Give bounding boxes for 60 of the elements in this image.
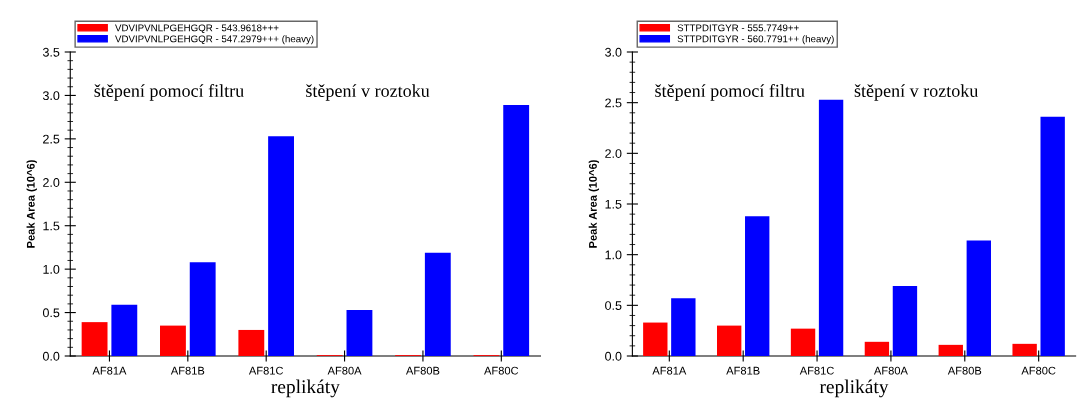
y-tick-label: 0.5 — [605, 301, 622, 310]
bar — [268, 136, 294, 356]
bar — [892, 286, 918, 356]
x-tick-label: AF80B — [405, 366, 440, 375]
x-tick-label: AF80A — [327, 366, 362, 375]
bar — [966, 240, 991, 356]
y-tick-label: 1.0 — [605, 250, 622, 260]
x-tick-label: AF80A — [873, 366, 908, 375]
y-tick-label: 0.5 — [42, 308, 60, 318]
bar — [424, 252, 451, 356]
bar — [1012, 343, 1037, 356]
bar — [1040, 116, 1065, 356]
annotation: štěpení pomocí filtru — [655, 84, 805, 101]
bar — [160, 325, 186, 356]
x-axis-title: replikáty — [271, 379, 340, 398]
x-tick-label: AF81C — [799, 366, 834, 375]
x-tick-label: AF81A — [92, 366, 127, 375]
bar — [81, 322, 108, 356]
x-tick-label: AF80C — [484, 366, 519, 375]
bar — [238, 329, 265, 356]
bar — [189, 262, 216, 356]
x-tick-label: AF81A — [652, 366, 687, 375]
legend-label: STTPDITGYR - 555.7749++ — [677, 24, 799, 32]
annotation: štěpení v roztoku — [306, 84, 430, 101]
bar — [111, 304, 138, 356]
bar — [745, 216, 770, 356]
x-tick-label: AF80C — [1021, 366, 1056, 375]
bar — [818, 99, 844, 356]
y-tick-label: 2.5 — [43, 134, 60, 144]
bar — [346, 309, 373, 356]
bar — [503, 104, 530, 356]
legend-label: STTPDITGYR - 560.7791++ (heavy) — [677, 35, 834, 45]
annotation: štěpení pomocí filtru — [94, 84, 244, 101]
x-axis-title: replikáty — [819, 379, 889, 398]
x-tick-label: AF81B — [170, 366, 205, 375]
y-tick-label: 3.5 — [42, 47, 60, 57]
bar — [671, 298, 696, 356]
y-tick-label: 3.0 — [605, 47, 622, 57]
y-tick-label: 1.5 — [43, 221, 60, 231]
y-tick-label: 3.0 — [42, 91, 60, 101]
y-axis-title: Peak Area (10^6) — [588, 160, 600, 248]
x-tick-label: AF81C — [248, 366, 284, 375]
bar — [643, 322, 668, 356]
y-tick-label: 1.0 — [43, 264, 60, 274]
y-tick-label: 0.0 — [42, 351, 60, 361]
y-axis-title: Peak Area (10^6) — [26, 160, 37, 248]
y-tick-label: 1.5 — [605, 199, 622, 209]
x-tick-label: AF80B — [947, 366, 982, 375]
bar — [938, 344, 963, 356]
bar — [864, 341, 890, 356]
legend-label: VDVIPVNLPGEHGQR - 543.9618+++ — [115, 24, 279, 34]
bar — [790, 328, 816, 356]
y-tick-label: 2.0 — [43, 178, 60, 187]
bar — [716, 325, 742, 356]
y-tick-label: 2.0 — [605, 149, 622, 158]
annotation: štěpení v roztoku — [854, 84, 979, 101]
x-tick-label: AF81B — [726, 366, 760, 375]
legend-label: VDVIPVNLPGEHGQR - 547.2979+++ (heavy) — [115, 35, 314, 45]
y-tick-label: 2.5 — [605, 98, 622, 108]
y-tick-label: 0.0 — [605, 351, 622, 361]
